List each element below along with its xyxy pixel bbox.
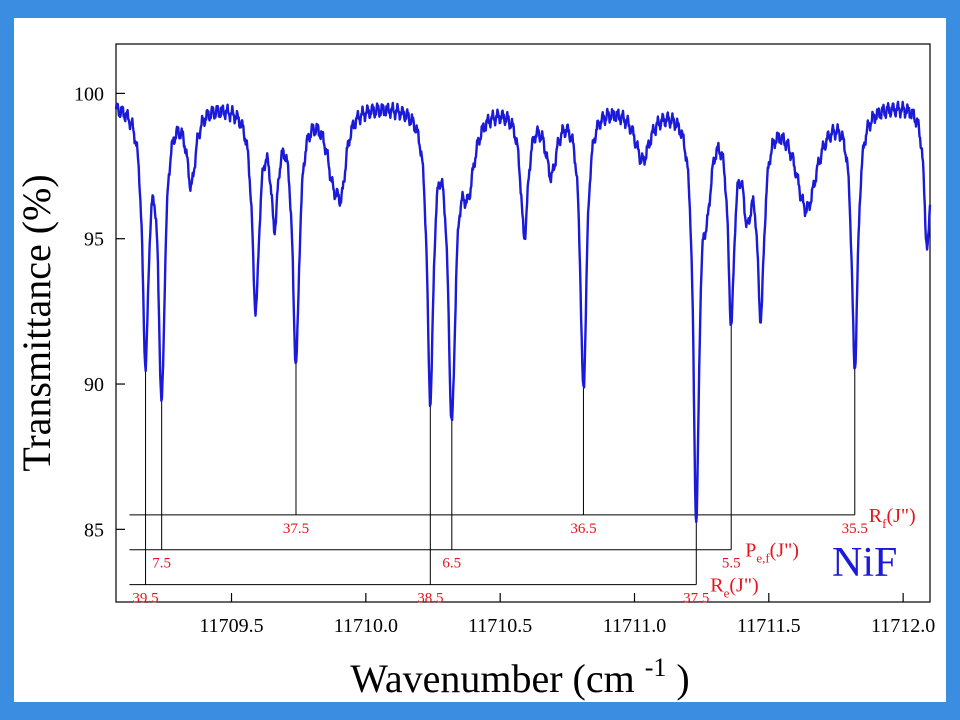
x-tick-label: 11712.0 xyxy=(871,615,935,637)
branch-label-tail: (J") xyxy=(729,575,758,597)
branch-label-subscript: e xyxy=(724,586,730,601)
x-tick-label: 11711.0 xyxy=(603,615,667,637)
assignment-lines: 37.5 36.5 35.5Rf(J")7.5 6.5 5.5Pe,f(J")39.5 3… xyxy=(129,309,916,607)
rotational-assignment-label: 36.5 xyxy=(570,521,596,537)
chart-canvas: 11709.5 11710.0 11710.5 11711.0 11711.5 11712… xyxy=(14,18,946,702)
transmittance-spectrum-line xyxy=(114,100,932,524)
branch-label: Pe,f(J") xyxy=(745,540,799,566)
rotational-assignment-label: 35.5 xyxy=(842,521,868,537)
x-tick-label: 11709.5 xyxy=(199,615,263,637)
x-axis-unit-prefix: (cm xyxy=(573,656,635,701)
y-tick-label: 85 xyxy=(84,519,104,541)
branch-label-tail: (J") xyxy=(770,540,799,562)
axis-ticks: 11709.5 11710.0 11710.5 11711.0 11711.5 11712… xyxy=(74,83,935,637)
rotational-assignment-label: 37.5 xyxy=(283,521,309,537)
x-tick-label: 11710.5 xyxy=(468,615,532,637)
y-tick-label: 90 xyxy=(84,374,104,396)
branch-label-tail: (J") xyxy=(886,505,915,527)
x-axis-title: Wavenumber (cm -1 ) xyxy=(350,640,689,701)
y-tick-label: 95 xyxy=(84,229,104,251)
branch-label: Re(J") xyxy=(710,575,758,601)
rotational-assignment-label: 7.5 xyxy=(152,556,171,572)
branch-label-main: R xyxy=(869,505,883,527)
plot-frame xyxy=(115,43,931,603)
branch-label-subscript: e,f xyxy=(756,551,770,566)
spectrum-chart: 11709.5 11710.0 11710.5 11711.0 11711.5 11712… xyxy=(14,43,935,701)
rotational-assignment-label: 37.5 xyxy=(683,591,709,607)
x-axis-unit-exponent: -1 xyxy=(645,653,667,682)
y-axis-title: Transmittance (%) xyxy=(14,174,59,471)
x-axis-unit-suffix: ) xyxy=(676,656,689,701)
molecule-label: NiF xyxy=(832,540,897,586)
x-tick-label: 11710.0 xyxy=(334,615,398,637)
rotational-assignment-label: 6.5 xyxy=(442,556,461,572)
x-axis-title-text: Wavenumber xyxy=(350,656,562,701)
branch-label-main: R xyxy=(710,575,724,597)
y-tick-label: 100 xyxy=(74,83,104,105)
branch-label: Rf(J") xyxy=(869,505,916,531)
x-tick-label: 11711.5 xyxy=(737,615,801,637)
rotational-assignment-label: 38.5 xyxy=(417,591,443,607)
rotational-assignment-label: 39.5 xyxy=(132,591,158,607)
rotational-assignment-label: 5.5 xyxy=(722,556,741,572)
branch-label-subscript: f xyxy=(882,516,887,531)
branch-label-main: P xyxy=(745,540,756,562)
